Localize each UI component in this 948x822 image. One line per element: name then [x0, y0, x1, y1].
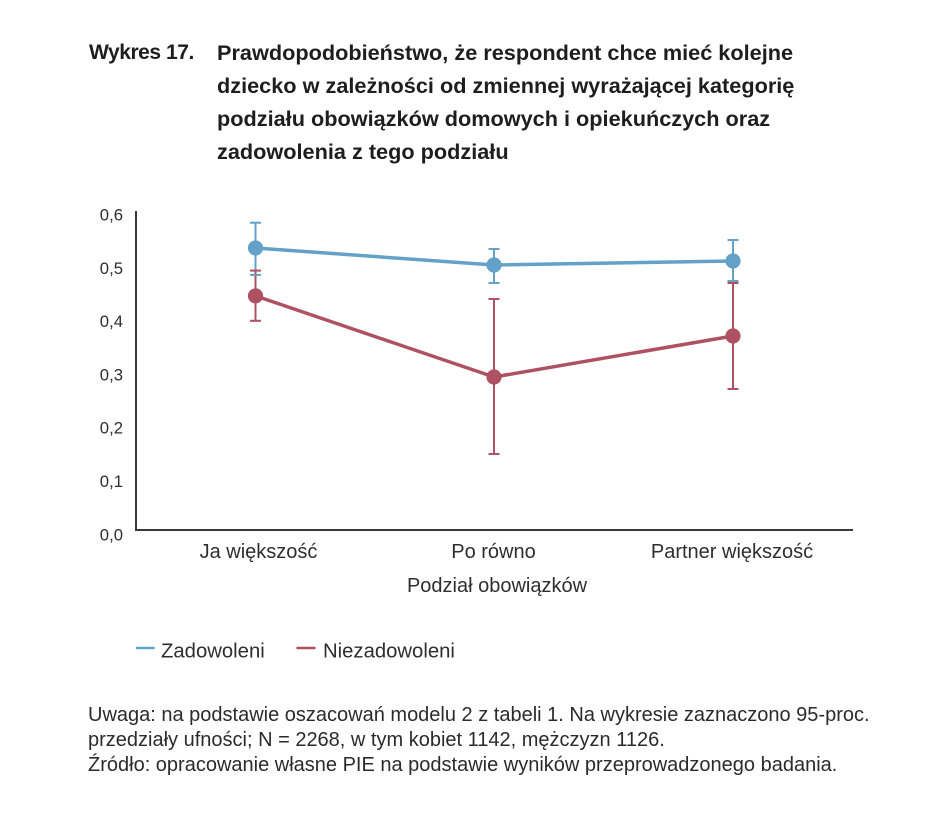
svg-text:Po równo: Po równo: [451, 541, 536, 563]
svg-text:Partner większość: Partner większość: [651, 541, 813, 563]
svg-text:Podział obowiązków: Podział obowiązków: [407, 575, 588, 597]
svg-text:0,1: 0,1: [100, 472, 123, 491]
svg-text:Zadowoleni: Zadowoleni: [161, 641, 265, 663]
svg-text:Niezadowoleni: Niezadowoleni: [323, 641, 455, 663]
svg-text:0,0: 0,0: [100, 525, 123, 544]
svg-text:0,3: 0,3: [100, 366, 123, 385]
svg-text:Ja większość: Ja większość: [200, 541, 318, 563]
svg-text:0,6: 0,6: [100, 206, 123, 225]
svg-text:0,5: 0,5: [100, 259, 123, 278]
svg-text:0,4: 0,4: [100, 312, 123, 331]
svg-text:0,2: 0,2: [100, 419, 123, 438]
